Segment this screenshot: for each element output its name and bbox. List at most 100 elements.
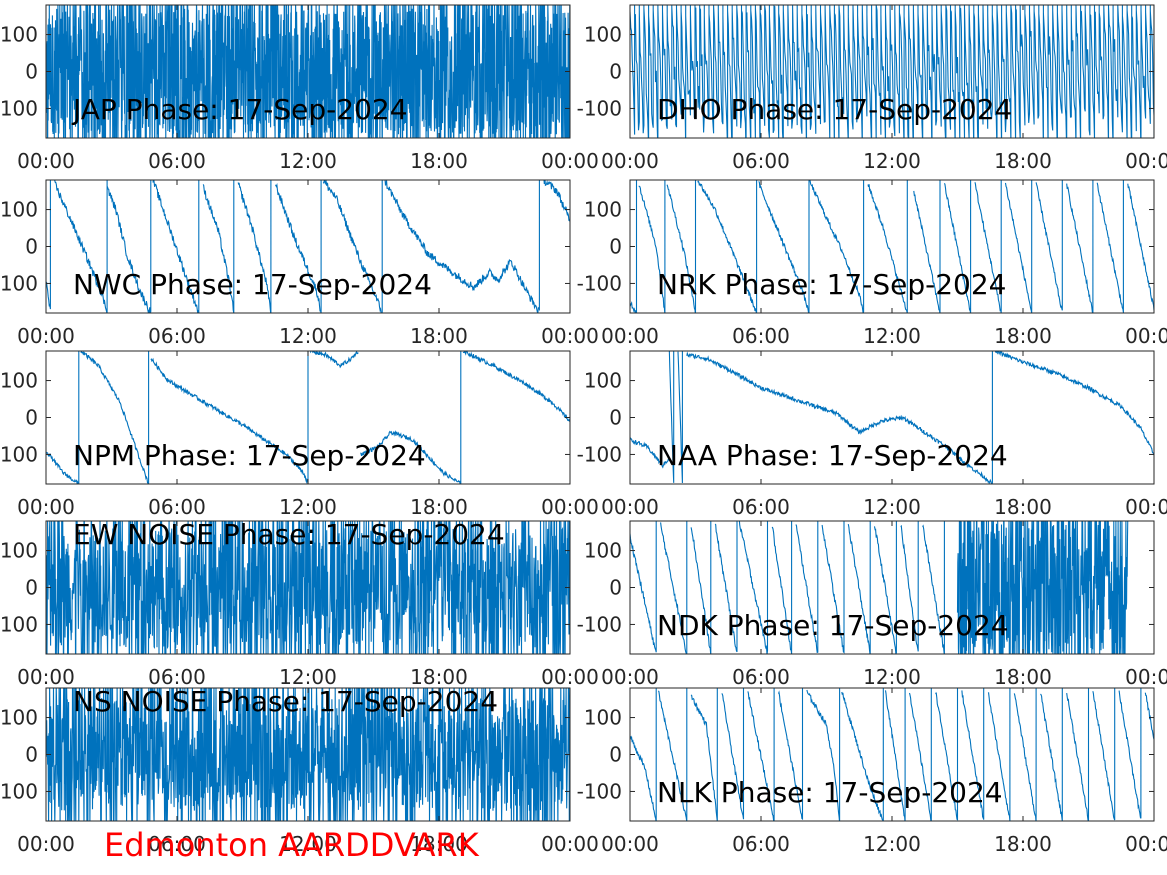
subplot-3: 100 0 -100 00:00 06:00 12:00 18:00 00:00 NWC Pha…: [0, 179, 599, 348]
y-tick-label: -100: [0, 271, 38, 295]
x-tick-label: 00:00: [17, 832, 75, 856]
series-line: [46, 180, 570, 313]
x-tick-label: 18:00: [410, 832, 468, 856]
y-tick-label: -100: [577, 442, 622, 466]
x-tick-label: 00:00: [541, 832, 599, 856]
x-tick-label: 18:00: [410, 665, 468, 689]
subplot-10: 100 0 -100 00:00 06:00 12:00 18:00 00:00 NLK Pha…: [577, 687, 1167, 856]
subplot-9: 100 0 -100 00:00 06:00 12:00 18:00 00:00 NS NOIS…: [0, 685, 599, 856]
y-tick-label: 100: [584, 369, 622, 393]
y-tick-label: 0: [609, 406, 622, 430]
series-line: [46, 351, 570, 484]
subplot-title: NWC Phase: 17-Sep-2024: [73, 268, 432, 301]
subplot-8: 100 0 -100 00:00 06:00 12:00 18:00 00:00 NDK Pha…: [577, 520, 1167, 689]
x-tick-label: 06:00: [148, 324, 206, 348]
y-tick-label: 100: [0, 23, 38, 47]
y-tick-label: -100: [0, 96, 38, 120]
y-tick-label: 100: [0, 706, 38, 730]
x-tick-label: 06:00: [732, 324, 790, 348]
subplot-title: NDK Phase: 17-Sep-2024: [657, 609, 1009, 642]
y-tick-label: 100: [584, 706, 622, 730]
y-tick-label: 0: [609, 60, 622, 84]
x-tick-label: 00:00: [1125, 832, 1167, 856]
x-tick-label: 12:00: [279, 149, 337, 173]
x-tick-label: 00:00: [17, 495, 75, 519]
subplot-6: 100 0 -100 00:00 06:00 12:00 18:00 00:00 NAA Pha…: [577, 350, 1167, 519]
y-tick-label: 0: [609, 743, 622, 767]
x-tick-label: 00:00: [601, 832, 659, 856]
series-line: [630, 521, 1129, 654]
x-tick-label: 12:00: [863, 665, 921, 689]
x-tick-label: 18:00: [994, 832, 1052, 856]
x-tick-label: 06:00: [148, 832, 206, 856]
subplot-4: 100 0 -100 00:00 06:00 12:00 18:00 00:00 NRK Pha…: [577, 179, 1167, 348]
series-line: [630, 5, 1154, 138]
subplot-title: EW NOISE Phase: 17-Sep-2024: [73, 518, 505, 551]
subplot-1: 100 0 -100 00:00 06:00 12:00 18:00 00:00 JAP Pha…: [0, 4, 599, 173]
x-tick-label: 06:00: [732, 665, 790, 689]
y-tick-label: 0: [25, 406, 38, 430]
x-tick-label: 06:00: [148, 149, 206, 173]
y-tick-label: -100: [0, 612, 38, 636]
x-tick-label: 00:00: [1125, 149, 1167, 173]
x-tick-label: 00:00: [1125, 324, 1167, 348]
x-tick-label: 00:00: [17, 324, 75, 348]
x-tick-label: 18:00: [410, 149, 468, 173]
y-tick-label: 100: [0, 369, 38, 393]
subplot-7: 100 0 -100 00:00 06:00 12:00 18:00 00:00 EW NOIS…: [0, 518, 599, 689]
x-tick-label: 00:00: [541, 324, 599, 348]
y-tick-label: 0: [25, 60, 38, 84]
subplot-title: NAA Phase: 17-Sep-2024: [657, 439, 1008, 472]
x-tick-label: 18:00: [410, 324, 468, 348]
y-tick-label: -100: [577, 612, 622, 636]
x-tick-label: 00:00: [601, 665, 659, 689]
series-line: [630, 688, 1154, 821]
y-tick-label: 100: [0, 198, 38, 222]
subplot-title: NPM Phase: 17-Sep-2024: [73, 439, 426, 472]
x-tick-label: 00:00: [1125, 665, 1167, 689]
x-tick-label: 00:00: [17, 665, 75, 689]
x-tick-label: 12:00: [279, 495, 337, 519]
series-line: [630, 351, 1154, 484]
subplot-title: NS NOISE Phase: 17-Sep-2024: [73, 685, 498, 718]
y-tick-label: 0: [609, 235, 622, 259]
station-label: Edmonton AARDDVARK: [104, 826, 479, 864]
y-tick-label: 100: [584, 198, 622, 222]
y-tick-label: 100: [584, 23, 622, 47]
x-tick-label: 06:00: [148, 495, 206, 519]
y-tick-label: -100: [0, 779, 38, 803]
x-tick-label: 12:00: [863, 149, 921, 173]
y-tick-label: 0: [25, 576, 38, 600]
y-tick-label: -100: [577, 271, 622, 295]
x-tick-label: 18:00: [994, 149, 1052, 173]
y-tick-label: 100: [0, 539, 38, 563]
x-tick-label: 00:00: [541, 665, 599, 689]
y-tick-label: 0: [25, 743, 38, 767]
x-tick-label: 12:00: [863, 324, 921, 348]
x-tick-label: 12:00: [863, 832, 921, 856]
x-tick-label: 00:00: [601, 495, 659, 519]
series-line: [630, 180, 1154, 313]
x-tick-label: 06:00: [732, 832, 790, 856]
x-tick-label: 00:00: [601, 324, 659, 348]
x-tick-label: 18:00: [994, 495, 1052, 519]
series-line: [46, 521, 570, 654]
y-tick-label: 0: [25, 235, 38, 259]
subplot-title: JAP Phase: 17-Sep-2024: [71, 93, 408, 126]
x-tick-label: 06:00: [148, 665, 206, 689]
x-tick-label: 00:00: [541, 495, 599, 519]
x-tick-label: 18:00: [994, 324, 1052, 348]
subplot-5: 100 0 -100 00:00 06:00 12:00 18:00 00:00 NPM Pha…: [0, 350, 599, 519]
x-tick-label: 00:00: [1125, 495, 1167, 519]
series-line: [46, 688, 570, 821]
subplot-title: NLK Phase: 17-Sep-2024: [657, 776, 1003, 809]
y-tick-label: 100: [584, 539, 622, 563]
subplot-title: DHO Phase: 17-Sep-2024: [657, 93, 1012, 126]
x-tick-label: 12:00: [279, 665, 337, 689]
x-tick-label: 00:00: [17, 149, 75, 173]
x-tick-label: 06:00: [732, 149, 790, 173]
y-tick-label: 0: [609, 576, 622, 600]
x-tick-label: 00:00: [541, 149, 599, 173]
x-tick-label: 18:00: [410, 495, 468, 519]
